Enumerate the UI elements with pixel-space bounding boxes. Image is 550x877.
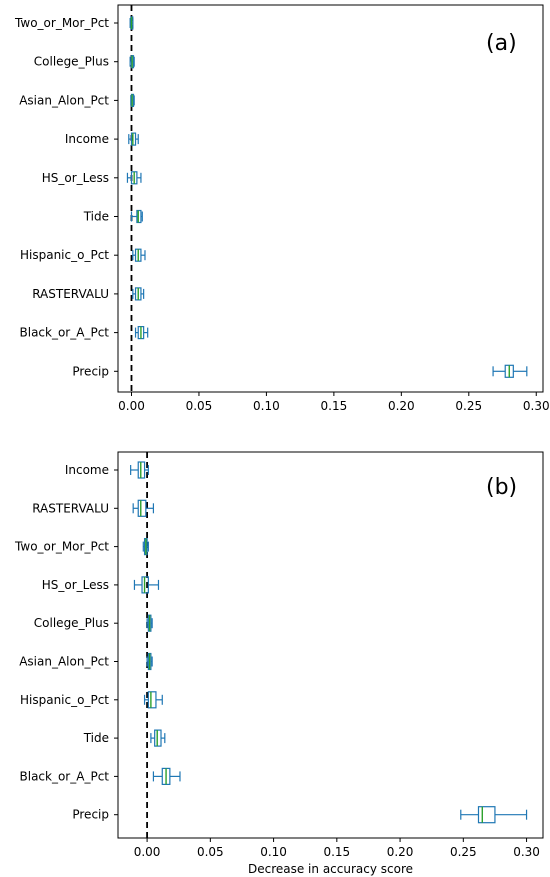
x-tick-label: 0.20 xyxy=(387,845,414,859)
category-label: College_Plus xyxy=(34,55,109,69)
box-Precip xyxy=(492,364,528,378)
axes-frame xyxy=(117,4,544,393)
x-tick-label: 0.00 xyxy=(118,399,145,413)
x-tick-label: 0.10 xyxy=(260,845,287,859)
category-label: Asian_Alon_Pct xyxy=(19,655,109,669)
box-iqr xyxy=(477,806,496,824)
category-label: Hispanic_o_Pct xyxy=(20,248,109,262)
category-label: Two_or_Mor_Pct xyxy=(14,540,109,554)
category-label: Hispanic_o_Pct xyxy=(20,693,109,707)
category-label: Income xyxy=(65,132,109,146)
axes-frame xyxy=(117,451,544,839)
category-label: RASTERVALU xyxy=(32,501,109,515)
category-label: HS_or_Less xyxy=(42,578,109,592)
x-tick-label: 0.30 xyxy=(513,845,540,859)
box-HS_or_Less xyxy=(126,171,142,185)
panel-label: (b) xyxy=(486,475,517,500)
category-label: Black_or_A_Pct xyxy=(20,326,110,340)
x-tick-label: 0.30 xyxy=(523,399,550,413)
x-tick-label: 0.20 xyxy=(388,399,415,413)
box-Tide xyxy=(130,209,143,224)
box-Black_or_A_Pct xyxy=(152,767,181,786)
box-Asian_Alon_Pct xyxy=(130,93,135,108)
x-tick-label: 0.25 xyxy=(450,845,477,859)
x-tick-label: 0.00 xyxy=(134,845,161,859)
category-label: Black_or_A_Pct xyxy=(20,769,110,783)
category-label: Tide xyxy=(83,731,109,745)
x-tick-label: 0.10 xyxy=(253,399,280,413)
category-label: Two_or_Mor_Pct xyxy=(14,16,109,30)
box-Hispanic_o_Pct xyxy=(143,691,163,709)
box-HS_or_Less xyxy=(133,576,160,594)
category-label: Tide xyxy=(83,210,109,224)
box-Precip xyxy=(460,806,528,824)
x-tick-label: 0.25 xyxy=(455,399,482,413)
box-RASTERVALU xyxy=(132,499,155,517)
category-label: Asian_Alon_Pct xyxy=(19,93,109,107)
box-Income xyxy=(130,461,149,479)
x-tick-label: 0.15 xyxy=(321,399,348,413)
category-label: RASTERVALU xyxy=(32,287,109,301)
x-tick-label: 0.05 xyxy=(197,845,224,859)
category-label: College_Plus xyxy=(34,616,109,630)
category-label: Precip xyxy=(72,808,109,822)
panel-a: 0.00 0.05 0.10 0.15 0.20 0.25 0.30 Two_or_Mor_P… xyxy=(14,4,550,413)
box-iqr xyxy=(147,691,157,709)
x-tick-label: 0.15 xyxy=(323,845,350,859)
box-Tide xyxy=(150,729,166,747)
box-College_Plus xyxy=(146,614,153,632)
box-Income xyxy=(128,132,139,146)
box-Two_or_Mor_Pct xyxy=(142,537,149,556)
panel-label: (a) xyxy=(486,31,517,56)
category-label: HS_or_Less xyxy=(42,171,109,185)
box-College_Plus xyxy=(129,55,135,69)
box-Two_or_Mor_Pct xyxy=(129,16,134,30)
box-Asian_Alon_Pct xyxy=(146,652,153,671)
box-Black_or_A_Pct xyxy=(134,326,149,340)
panel-b: 0.00 0.05 0.10 0.15 0.20 0.25 0.30 Income RASTER… xyxy=(14,451,544,876)
category-label: Precip xyxy=(72,364,109,378)
x-tick-label: 0.05 xyxy=(186,399,213,413)
box-RASTERVALU xyxy=(132,287,145,301)
box-iqr xyxy=(137,499,147,517)
x-axis-label: Decrease in accuracy score xyxy=(248,862,413,876)
box-Hispanic_o_Pct xyxy=(132,248,146,262)
category-label: Income xyxy=(65,463,109,477)
